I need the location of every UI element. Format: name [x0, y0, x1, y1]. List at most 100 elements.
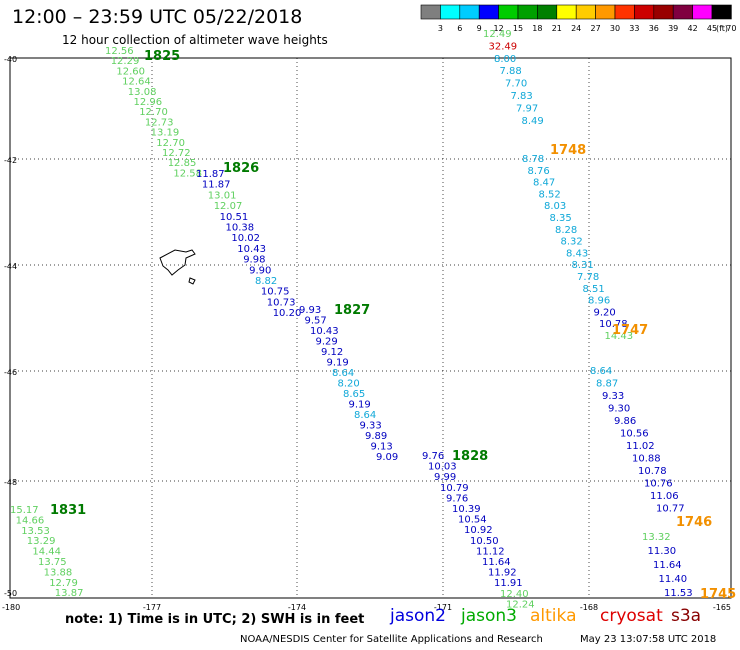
wave-height-value: 9.19 [327, 358, 349, 369]
wave-height-value: 11.30 [648, 546, 677, 557]
wave-height-value: 10.78 [599, 319, 628, 330]
wave-height-value: 10.39 [452, 504, 481, 515]
legend-label: 15 [513, 24, 523, 33]
wave-height-value: 32.49 [489, 41, 518, 52]
wave-height-value: 13.87 [55, 588, 84, 599]
wave-height-value: 8.47 [533, 178, 555, 189]
wave-height-value: 11.92 [488, 568, 517, 579]
footnote: note: 1) Time is in UTC; 2) SWH is in fe… [65, 612, 365, 627]
wave-height-value: 12.29 [111, 56, 140, 67]
wave-height-value: 10.76 [644, 479, 673, 490]
legend-label: 27 [591, 24, 601, 33]
wave-height-value: 13.19 [151, 128, 180, 139]
wave-height-value: 13.08 [128, 87, 157, 98]
wave-height-value: 15.17 [10, 505, 39, 516]
wave-height-value: 10.38 [226, 223, 255, 234]
latitude-label: -40 [4, 55, 17, 64]
legend-label: 33 [629, 24, 639, 33]
wave-height-value: 10.50 [470, 536, 499, 547]
wave-height-value: 9.12 [321, 347, 343, 358]
legend-label: 3 [438, 24, 443, 33]
legend-label: 12 [494, 24, 504, 33]
wave-height-value: 9.19 [349, 400, 371, 411]
legend-unit: (ft) [716, 24, 728, 33]
wave-height-value: 10.02 [231, 233, 260, 244]
wave-height-value: 7.78 [577, 272, 599, 283]
legend-label: 6 [457, 24, 462, 33]
wave-height-value: 13.88 [44, 567, 73, 578]
wave-height-value: 12.85 [168, 158, 197, 169]
pass-1831: 15.1714.6613.5313.2914.4413.7513.8812.79… [10, 503, 86, 599]
longitude-label: -174 [288, 603, 306, 612]
pass-1825: 12.5612.2912.6012.6413.0812.9612.7012.73… [105, 46, 202, 179]
wave-height-value: 8.03 [544, 201, 566, 212]
wave-height-value: 9.09 [376, 452, 398, 463]
wave-height-value: 8.78 [522, 154, 544, 165]
wave-height-value: 10.03 [428, 462, 457, 473]
longitude-label: -180 [2, 603, 20, 612]
latitude-label: -44 [4, 262, 17, 271]
wave-height-value: 10.20 [273, 308, 302, 319]
latitude-label: -42 [4, 156, 17, 165]
legend-label: 70 [726, 24, 736, 33]
legend-label: 30 [610, 24, 620, 33]
pass-time-label: 1745 [700, 587, 736, 602]
wave-height-value: 10.43 [237, 244, 266, 255]
wave-height-value: 12.07 [214, 201, 243, 212]
pass-time-label: 1827 [334, 303, 370, 318]
wave-height-value: 9.93 [299, 305, 321, 316]
wave-height-value: 13.53 [21, 526, 50, 537]
wave-height-value: 8.00 [494, 54, 516, 65]
wave-height-value: 10.77 [656, 504, 685, 515]
wave-height-value: 12.49 [483, 29, 512, 40]
satellite-jason3: jason3 [461, 606, 517, 626]
wave-height-value: 9.89 [365, 431, 387, 442]
longitude-label: -177 [143, 603, 161, 612]
wave-height-value: 8.76 [528, 166, 550, 177]
wave-height-value: 9.13 [371, 442, 393, 453]
satellite-altika: altika [530, 606, 577, 626]
wave-height-value: 8.87 [596, 379, 618, 390]
wave-height-value: 10.43 [310, 326, 339, 337]
page-title: 12:00 – 23:59 UTC 05/22/2018 [12, 6, 303, 28]
wave-height-value: 12.60 [116, 66, 145, 77]
legend-label: 9 [477, 24, 482, 33]
wave-height-value: 14.43 [605, 331, 634, 342]
legend-label: 24 [571, 24, 581, 33]
wave-height-value: 9.20 [594, 307, 616, 318]
wave-height-value: 11.87 [202, 180, 231, 191]
latitude-label: -46 [4, 368, 17, 377]
pass-1826: 11.8711.8713.0112.0710.5110.3810.0210.43… [196, 161, 301, 319]
pass-time-label: 1825 [144, 49, 180, 64]
wave-height-value: 7.83 [511, 91, 533, 102]
longitude-label: -168 [580, 603, 598, 612]
wave-height-value: 8.96 [588, 296, 610, 307]
wave-height-value: 9.86 [614, 416, 636, 427]
wave-height-value: 8.28 [555, 225, 577, 236]
wave-height-value: 11.91 [494, 578, 523, 589]
wave-height-value: 7.97 [516, 103, 538, 114]
wave-height-value: 9.57 [305, 316, 327, 327]
wave-height-value: 12.56 [105, 46, 134, 57]
wave-height-value: 13.29 [27, 536, 56, 547]
wave-height-value: 9.33 [602, 391, 624, 402]
legend-label: 18 [532, 24, 542, 33]
pass-1828: 9.7610.039.9910.799.7610.3910.5410.9210.… [422, 449, 535, 610]
pass-time-label: 1747 [612, 323, 648, 338]
wave-height-value: 9.29 [316, 337, 338, 348]
wave-height-value: 8.51 [583, 284, 605, 295]
altimeter-passes: 12.5612.2912.6012.6413.0812.9612.7012.73… [10, 29, 736, 610]
wave-height-value: 8.82 [255, 276, 277, 287]
longitude-label: -165 [713, 603, 731, 612]
longitude-label: -171 [434, 603, 452, 612]
wave-height-value: 10.75 [261, 287, 290, 298]
wave-height-value: 9.30 [608, 404, 630, 415]
wave-height-color-legend: 3 6 9 12 15 18 21 24 27 30 33 36 39 42 45 70(ft) [420, 4, 736, 33]
legend-label: 39 [668, 24, 678, 33]
wave-height-value: 8.64 [332, 368, 354, 379]
pass-time-label: 1831 [50, 503, 86, 518]
satellite-cryosat: cryosat [600, 606, 663, 626]
wave-height-value: 11.64 [482, 557, 511, 568]
